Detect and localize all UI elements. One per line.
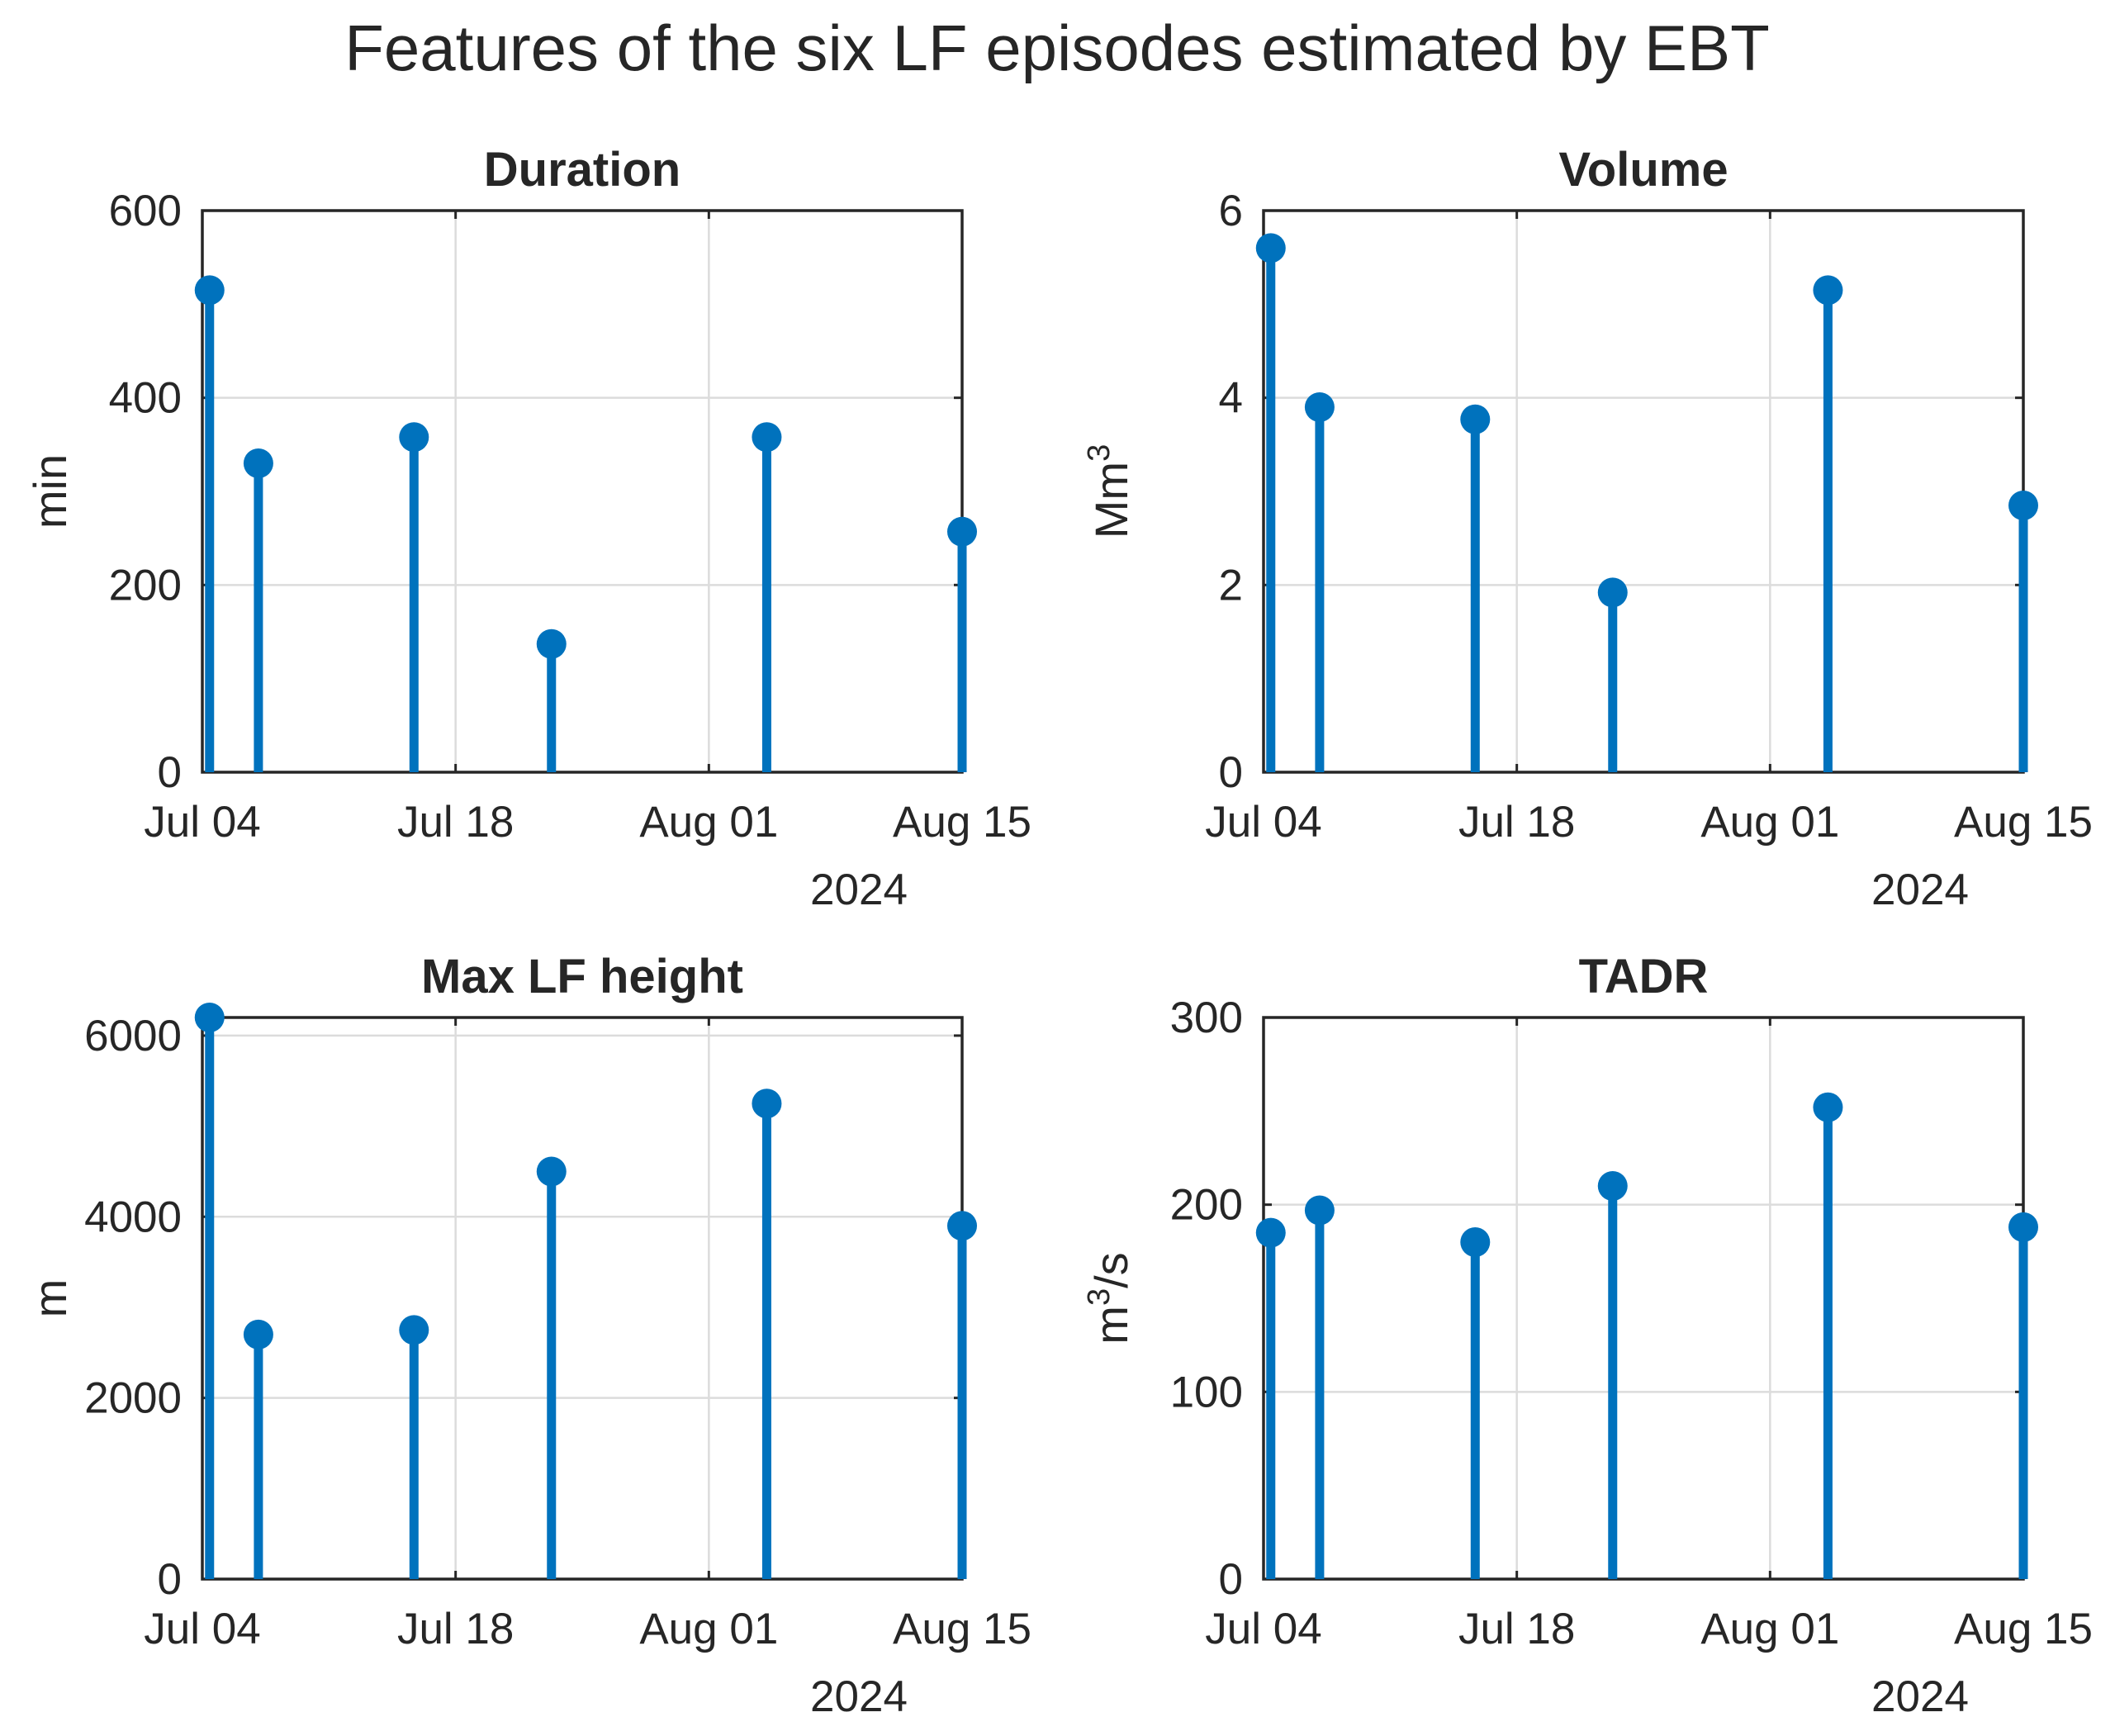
- volume-panel: Volume 0 2 4 6 Jul 04 Jul 18 Aug 01 Aug 15 2024 Mm…: [1082, 143, 2093, 914]
- year-label: 2024: [810, 1672, 908, 1721]
- x-tick-label: Aug 01: [639, 1605, 778, 1653]
- duration-y-axis-label: min: [24, 454, 76, 529]
- duration-axes-frame: [201, 209, 964, 774]
- y-tick-label: 4000: [84, 1193, 182, 1241]
- duration-panel: Duration 0 200 400 600 Jul 04 Jul 18 Aug 01 Aug …: [24, 143, 1031, 914]
- y-tick-label: 2: [1219, 561, 1243, 609]
- year-label: 2024: [1871, 1672, 1969, 1721]
- stem-marker: [536, 628, 567, 659]
- tadr-y-axis-label: m3/s: [1082, 1252, 1137, 1344]
- year-label: 2024: [1871, 866, 1969, 914]
- year-label: 2024: [810, 866, 908, 914]
- y-tick-label: 200: [1170, 1181, 1243, 1230]
- x-tick-label: Jul 04: [1205, 798, 1321, 847]
- stem-marker: [2008, 1212, 2038, 1242]
- x-tick-label: Jul 04: [144, 1605, 260, 1653]
- figure-title: Features of the six LF episodes estimate…: [344, 12, 1769, 84]
- y-tick-label: 200: [109, 561, 182, 609]
- stem-marker: [2008, 491, 2038, 520]
- y-tick-label: 6000: [84, 1012, 182, 1060]
- duration-grid: [202, 211, 962, 772]
- x-tick-label: Jul 18: [1458, 1605, 1575, 1653]
- stem-marker: [752, 1089, 782, 1119]
- duration-title: Duration: [484, 143, 680, 197]
- tadr-axes-frame: [1262, 1016, 2025, 1581]
- volume-y-axis-label: Mm3: [1082, 444, 1137, 538]
- stem-marker: [399, 422, 429, 453]
- stem-marker: [1813, 1092, 1843, 1122]
- max-lf-height-axes-frame: [201, 1016, 964, 1581]
- volume-grid: [1264, 211, 2023, 772]
- x-tick-label: Jul 04: [144, 798, 260, 847]
- stem-marker: [1460, 1227, 1491, 1257]
- volume-title: Volume: [1558, 143, 1728, 197]
- x-tick-label: Jul 18: [1458, 798, 1575, 847]
- stem-marker: [194, 275, 225, 306]
- x-tick-label: Aug 15: [1954, 798, 2093, 847]
- y-tick-label: 100: [1170, 1368, 1243, 1416]
- x-tick-label: Aug 01: [639, 798, 778, 847]
- stem-marker: [243, 448, 273, 478]
- stem-marker: [1304, 392, 1335, 422]
- stem-marker: [243, 1319, 273, 1349]
- x-tick-label: Aug 15: [893, 1605, 1031, 1653]
- x-tick-label: Jul 04: [1205, 1605, 1321, 1653]
- stem-marker: [399, 1315, 429, 1345]
- y-tick-label: 400: [109, 374, 182, 423]
- stem-marker: [536, 1156, 567, 1187]
- stem-marker: [1304, 1195, 1335, 1226]
- max-lf-height-y-axis-label: m: [24, 1279, 76, 1318]
- x-tick-label: Aug 01: [1700, 798, 1839, 847]
- max-lf-height-panel: Max LF height 0 2000 4000 6000 Jul 04 Jul 18 Au…: [24, 950, 1031, 1721]
- y-tick-label: 2000: [84, 1374, 182, 1423]
- stem-marker: [1597, 1171, 1628, 1201]
- stem-marker: [947, 1211, 977, 1241]
- x-tick-label: Aug 15: [1954, 1605, 2093, 1653]
- y-tick-label: 6: [1219, 187, 1243, 235]
- max-lf-height-grid: [202, 1017, 962, 1579]
- y-tick-label: 4: [1219, 374, 1243, 423]
- max-lf-height-title: Max LF height: [421, 950, 743, 1003]
- y-tick-label: 0: [158, 1555, 182, 1604]
- stem-marker: [1255, 233, 1286, 263]
- stem-marker: [194, 1003, 225, 1032]
- stem-marker: [1460, 404, 1491, 434]
- y-tick-label: 0: [158, 748, 182, 797]
- volume-axes-frame: [1262, 209, 2025, 774]
- tadr-title: TADR: [1579, 950, 1709, 1003]
- x-tick-label: Aug 15: [893, 798, 1031, 847]
- stem-marker: [1255, 1217, 1286, 1248]
- x-tick-label: Aug 01: [1700, 1605, 1839, 1653]
- stem-marker: [752, 422, 782, 453]
- tadr-grid: [1264, 1017, 2023, 1579]
- y-tick-label: 0: [1219, 748, 1243, 797]
- x-tick-label: Jul 18: [397, 1605, 514, 1653]
- stem-marker: [1597, 577, 1628, 608]
- y-tick-label: 600: [109, 187, 182, 235]
- y-tick-label: 0: [1219, 1555, 1243, 1604]
- y-tick-label: 300: [1170, 994, 1243, 1042]
- stem-marker: [947, 516, 977, 547]
- tadr-panel: TADR 0 100 200 300 Jul 04 Jul 18 Aug 01 Aug 15 20…: [1082, 950, 2093, 1721]
- stem-marker: [1813, 275, 1843, 306]
- x-tick-label: Jul 18: [397, 798, 514, 847]
